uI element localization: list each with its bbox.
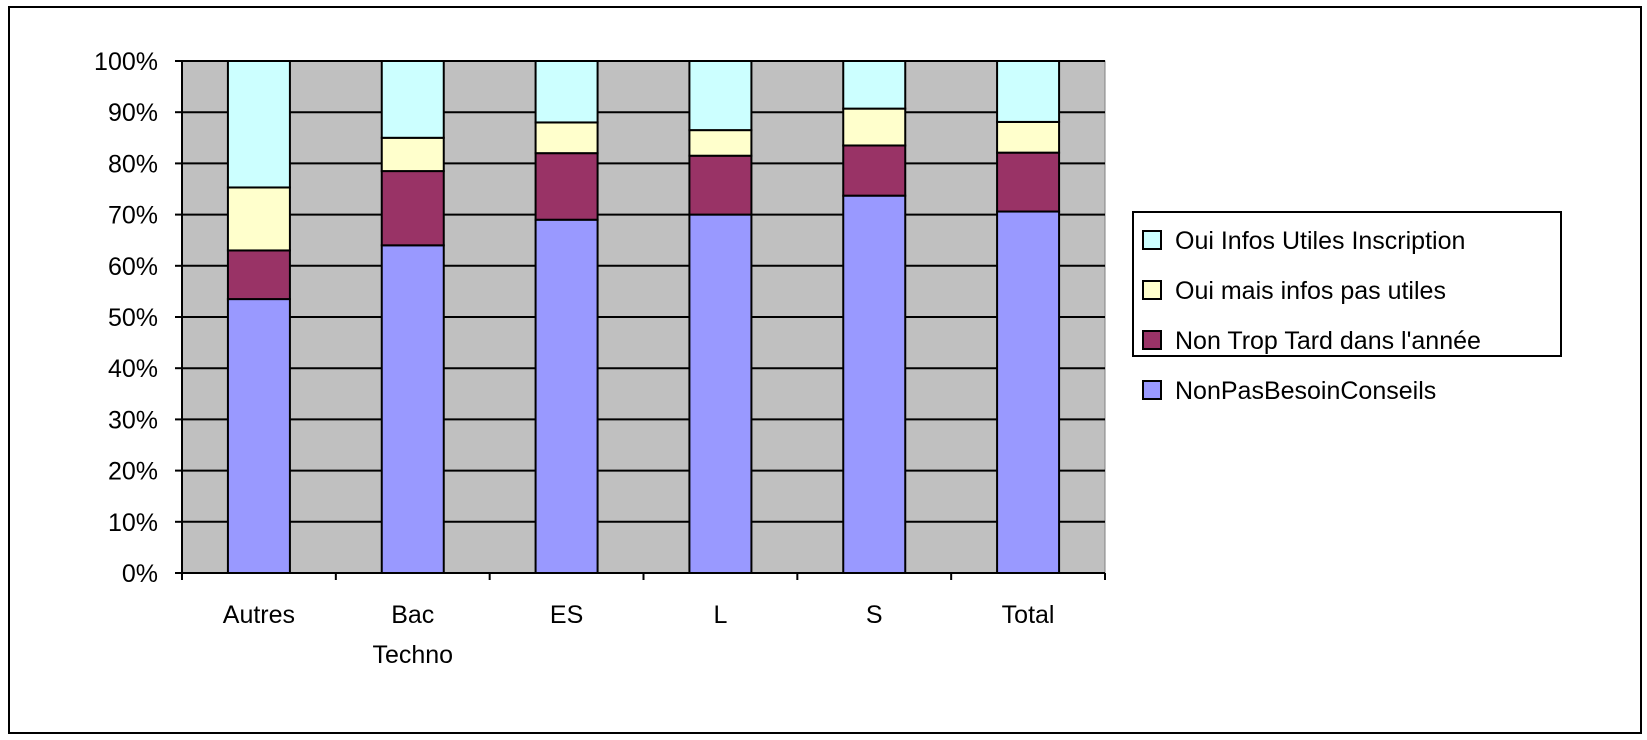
x-tick-label: Total bbox=[1002, 601, 1055, 629]
bar-segment bbox=[534, 121, 599, 155]
y-tick-label: 90% bbox=[108, 99, 158, 127]
bar-segment bbox=[996, 151, 1061, 213]
bar-segment bbox=[842, 144, 907, 197]
bar-segment bbox=[688, 60, 753, 132]
bar-segment bbox=[380, 60, 445, 139]
bar-segment bbox=[226, 249, 291, 301]
bar-segment bbox=[842, 107, 907, 147]
bar-segment bbox=[688, 213, 753, 574]
y-tick-label: 70% bbox=[108, 202, 158, 230]
y-tick-label: 0% bbox=[122, 560, 158, 588]
bar-segment bbox=[996, 210, 1061, 574]
y-tick-label: 60% bbox=[108, 253, 158, 281]
bar-segment bbox=[534, 152, 599, 221]
y-tick-labels: 0% 10% 20% 30% 40% 50% 60% 70% 80% 90% 100% bbox=[94, 48, 158, 588]
bar-segment bbox=[996, 120, 1061, 154]
y-tick-label: 40% bbox=[108, 355, 158, 383]
bar-segment bbox=[380, 170, 445, 247]
y-tick-label: 20% bbox=[108, 458, 158, 486]
bar-segment bbox=[380, 244, 445, 574]
bar-segment bbox=[842, 60, 907, 110]
legend-swatch bbox=[1142, 380, 1162, 400]
y-tick-label: 10% bbox=[108, 509, 158, 537]
bar-segment bbox=[226, 60, 291, 189]
y-tick-label: 50% bbox=[108, 304, 158, 332]
x-tick-label: S bbox=[866, 601, 883, 629]
bar-segment bbox=[226, 298, 291, 574]
bar-segment bbox=[842, 194, 907, 574]
legend-swatch bbox=[1142, 230, 1162, 250]
legend-box bbox=[1132, 211, 1562, 357]
legend-swatch bbox=[1142, 280, 1162, 300]
axes bbox=[175, 60, 1106, 580]
legend-label: NonPasBesoinConseils bbox=[1175, 377, 1436, 405]
x-tick-label: ES bbox=[550, 601, 583, 629]
bar-segment bbox=[534, 218, 599, 574]
bar-segment bbox=[688, 154, 753, 216]
x-tick-label: Bac bbox=[391, 601, 434, 629]
bar-segment bbox=[688, 129, 753, 157]
bar-segment bbox=[996, 60, 1061, 123]
x-tick-label: L bbox=[713, 601, 727, 629]
y-tick-label: 30% bbox=[108, 406, 158, 434]
y-tick-label: 100% bbox=[94, 48, 158, 76]
bar-segment bbox=[226, 186, 291, 252]
legend: Oui Infos Utiles Inscription Oui mais inf… bbox=[1132, 211, 1562, 405]
y-tick-label: 80% bbox=[108, 150, 158, 178]
x-tick-label: Autres bbox=[223, 601, 295, 629]
gridlines bbox=[182, 60, 1105, 523]
legend-label: Oui Infos Utiles Inscription bbox=[1175, 227, 1465, 255]
legend-label: Oui mais infos pas utiles bbox=[1175, 277, 1446, 305]
bar-segment bbox=[380, 136, 445, 173]
legend-swatch bbox=[1142, 330, 1162, 350]
x-tick-labels: Autres Bac Techno ES L S Total bbox=[223, 601, 1055, 669]
x-tick-label: Techno bbox=[372, 641, 453, 669]
legend-label: Non Trop Tard dans l'année bbox=[1175, 327, 1481, 355]
bar-segment bbox=[534, 60, 599, 124]
